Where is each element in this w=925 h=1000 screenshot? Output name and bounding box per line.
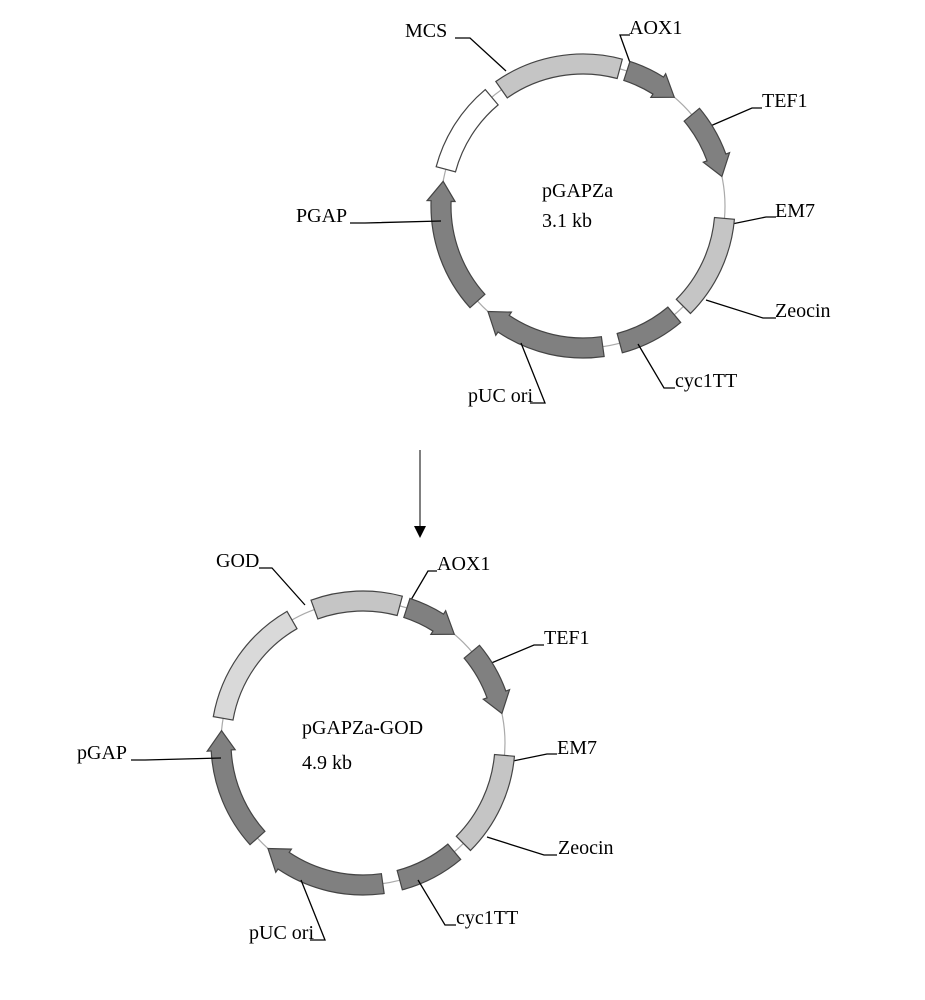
segment-em7 [684,108,729,176]
plasmid-bottom-size: 4.9 kb [302,752,352,775]
segment-god [213,611,297,720]
segment-cyc1tt [617,307,681,353]
diagram-canvas: pGAPZa 3.1 kb pGAPZa-GOD 4.9 kb MCS AOX1 T… [0,0,925,1000]
segment-tef1 [404,598,454,634]
svg-layer [0,0,925,1000]
label-zeocin: Zeocin [775,300,831,323]
label-aox1: AOX1 [629,17,682,40]
transform-arrow-head [414,526,426,538]
label-pgap: PGAP [296,205,347,228]
segment-pgap [207,731,265,845]
label-puc ori: pUC ori [468,385,533,408]
label-puc ori: pUC ori [249,922,314,945]
label-aox1: AOX1 [437,553,490,576]
label-pgap: pGAP [77,742,127,765]
segment-tef1 [624,61,674,97]
segment-zeocin [676,218,734,314]
segment-aox1 [496,54,623,98]
label-zeocin: Zeocin [558,837,614,860]
segment-aox1 [311,591,402,619]
label-god: GOD [216,550,259,573]
label-tef1: TEF1 [544,627,590,650]
segment-mcs [436,90,498,172]
segment-em7 [464,645,509,713]
label-cyc1tt: cyc1TT [456,907,518,930]
segment-puc ori [268,849,384,895]
label-tef1: TEF1 [762,90,808,113]
segment-cyc1tt [397,844,461,890]
label-cyc1tt: cyc1TT [675,370,737,393]
label-mcs: MCS [405,20,447,43]
plasmid-top-size: 3.1 kb [542,210,592,233]
label-em7: EM7 [775,200,815,223]
plasmid-bottom-name: pGAPZa-GOD [302,717,423,740]
segment-pgap [427,181,485,307]
segment-zeocin [456,755,514,851]
segment-puc ori [488,312,604,358]
plasmid-top-name: pGAPZa [542,180,613,203]
label-em7: EM7 [557,737,597,760]
